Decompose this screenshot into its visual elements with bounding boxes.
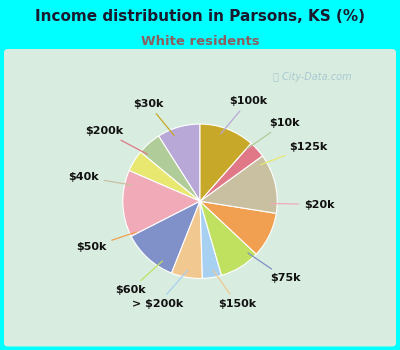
Text: $100k: $100k (221, 96, 267, 134)
Text: Income distribution in Parsons, KS (%): Income distribution in Parsons, KS (%) (35, 9, 365, 24)
Text: $125k: $125k (260, 142, 327, 165)
Text: $40k: $40k (68, 172, 131, 185)
Text: $75k: $75k (248, 253, 301, 284)
Wedge shape (200, 201, 222, 278)
Wedge shape (129, 152, 200, 201)
Wedge shape (131, 201, 200, 273)
Text: $50k: $50k (76, 232, 136, 252)
Text: > $200k: > $200k (132, 271, 188, 309)
Wedge shape (123, 170, 200, 236)
Text: $10k: $10k (247, 118, 300, 149)
Text: White residents: White residents (141, 35, 259, 48)
Text: $30k: $30k (133, 99, 174, 135)
Text: $20k: $20k (271, 199, 335, 210)
Text: $150k: $150k (213, 271, 256, 309)
Text: $200k: $200k (85, 126, 147, 154)
Wedge shape (200, 201, 256, 275)
Text: ⓘ City-Data.com: ⓘ City-Data.com (273, 72, 351, 82)
Wedge shape (172, 201, 202, 279)
Wedge shape (200, 156, 277, 214)
Wedge shape (200, 124, 251, 201)
Wedge shape (200, 144, 262, 201)
Text: $60k: $60k (115, 261, 162, 295)
FancyBboxPatch shape (4, 49, 396, 346)
Wedge shape (159, 124, 200, 201)
Wedge shape (200, 201, 276, 254)
Wedge shape (140, 136, 200, 201)
